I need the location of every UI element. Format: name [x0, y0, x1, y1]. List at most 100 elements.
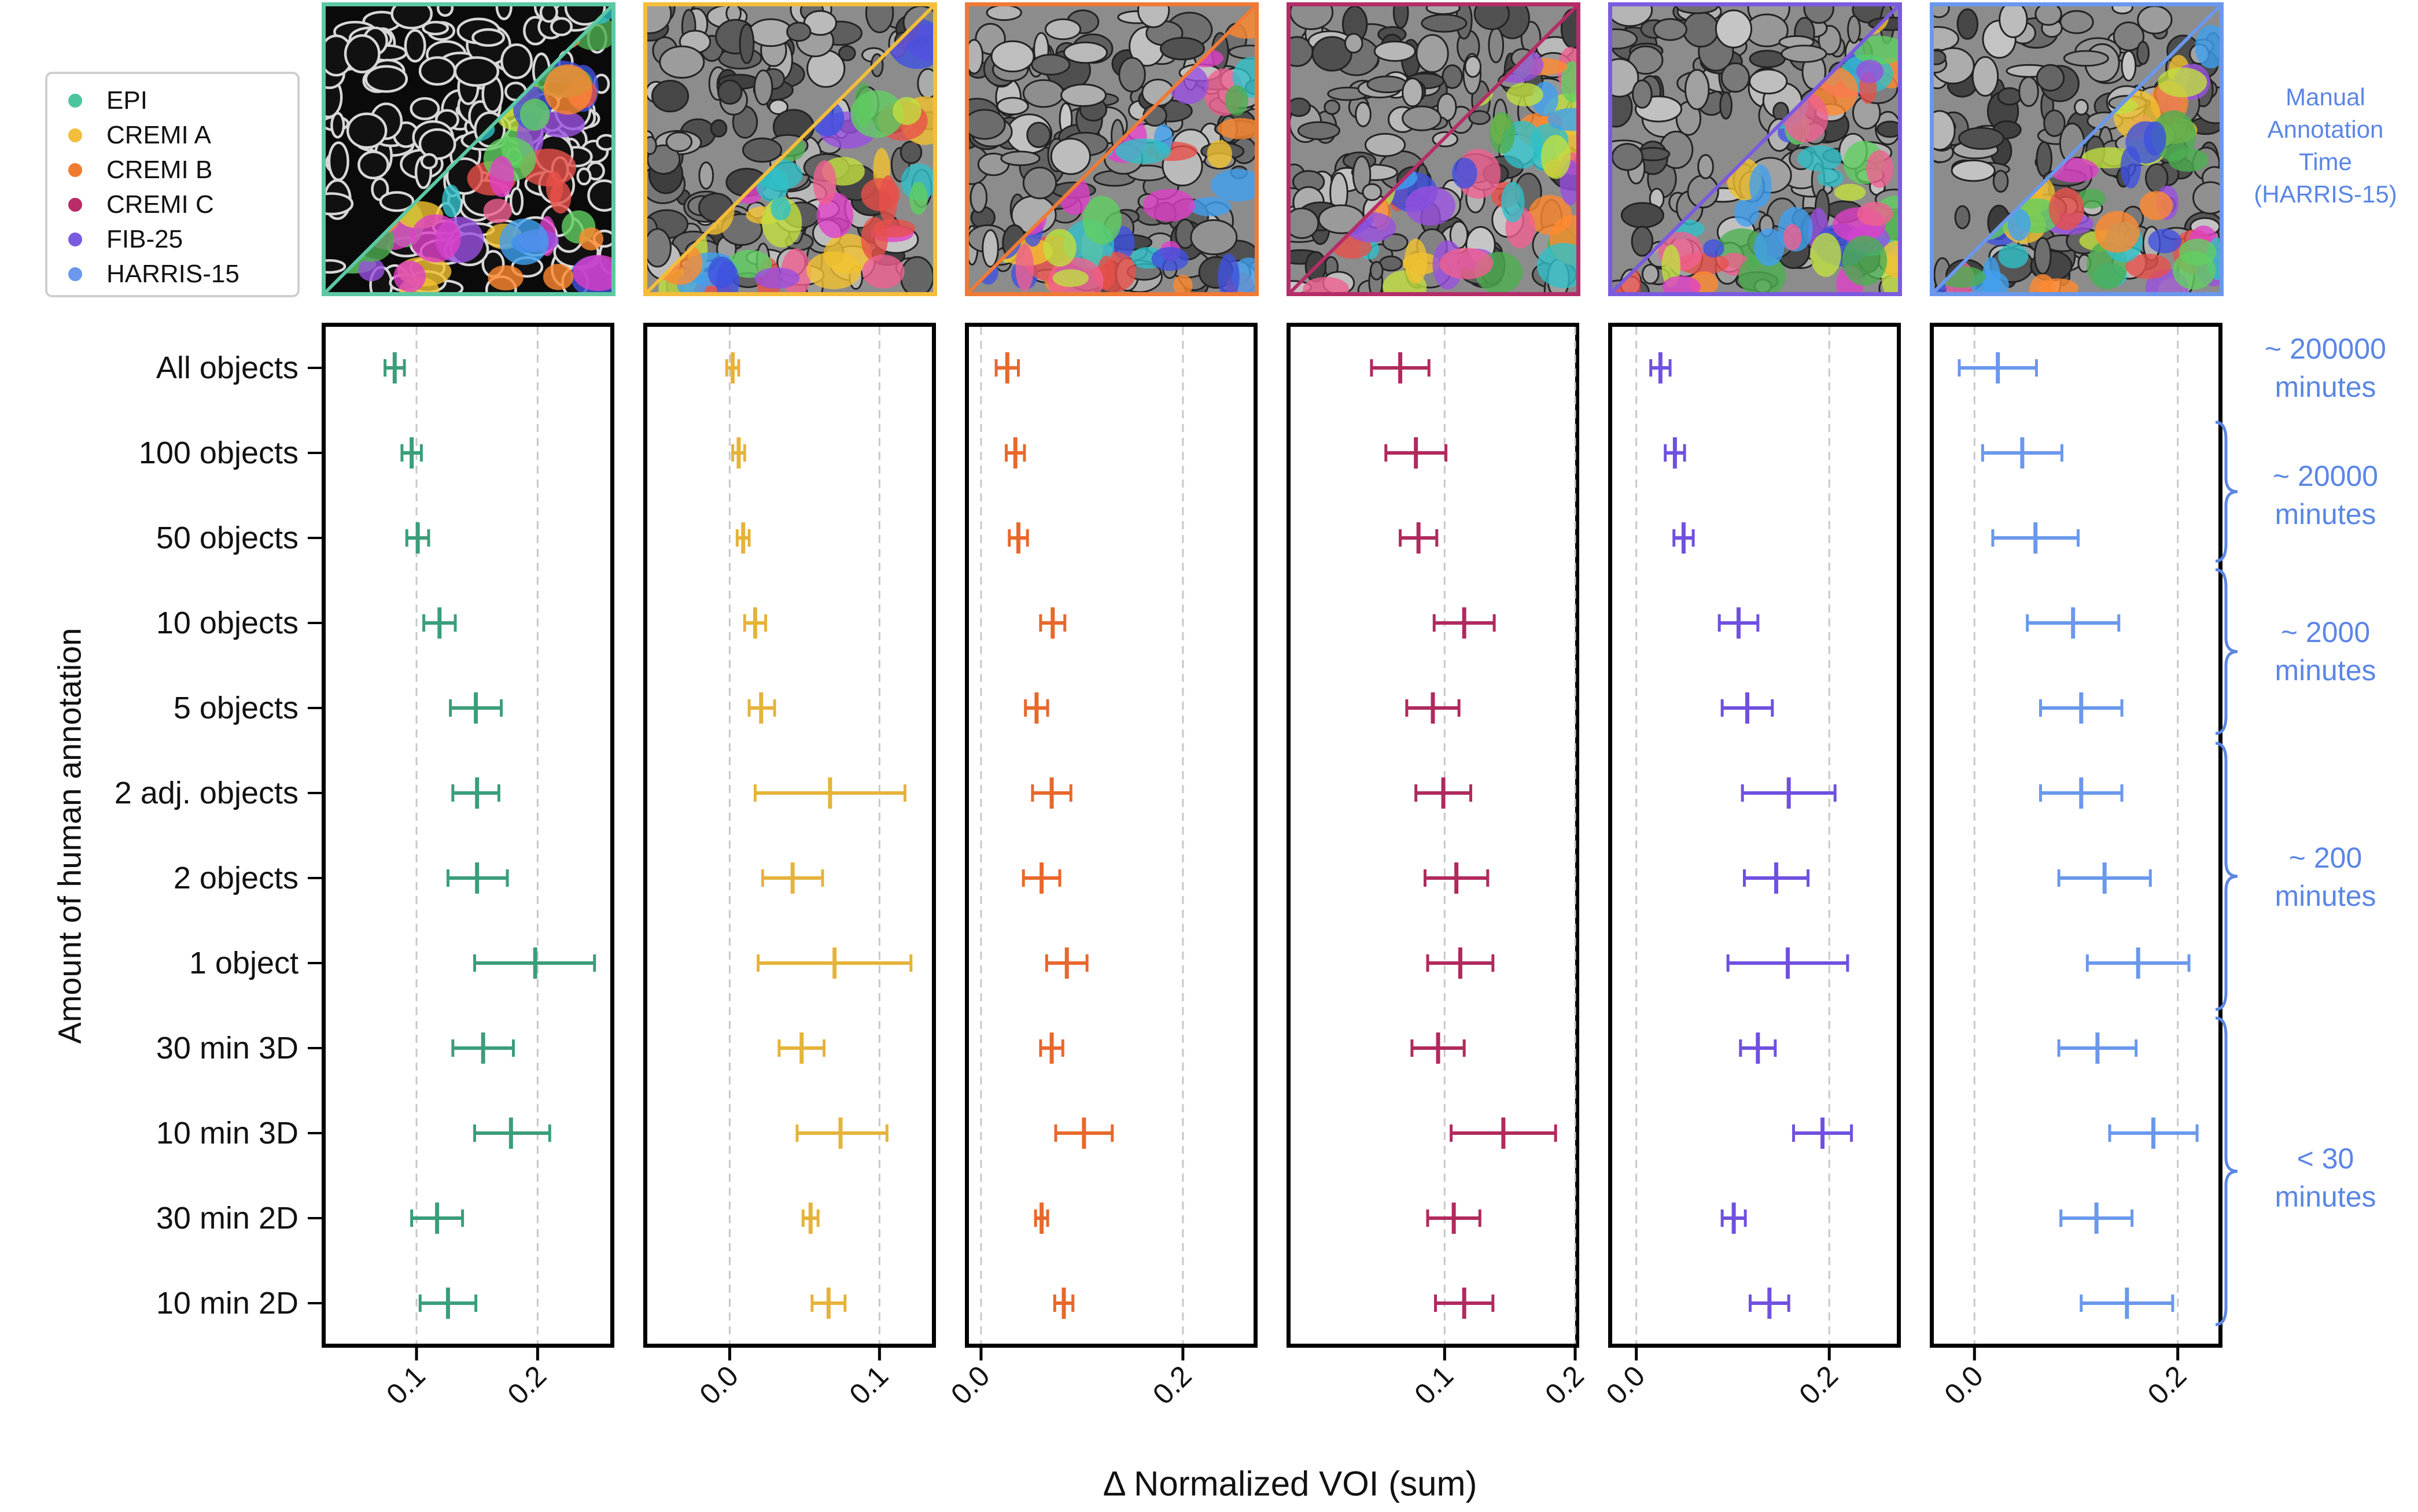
- error-bar-point: [1450, 1118, 1557, 1149]
- legend-label: EPI: [106, 86, 148, 115]
- y-tick-label: 100 objects: [138, 436, 298, 470]
- error-bar-point: [1432, 607, 1496, 639]
- y-tick-mark: [308, 367, 322, 369]
- plot-panel-cremi-b: [965, 323, 1258, 1348]
- thumbnail-cremi-a: [643, 2, 937, 296]
- error-bar-point: [747, 692, 776, 724]
- error-bar-point: [418, 1288, 478, 1319]
- error-bar-point: [1008, 522, 1029, 554]
- error-bar-point: [384, 352, 406, 383]
- y-tick-label: 10 min 2D: [156, 1286, 298, 1321]
- legend-item-epi: EPI: [68, 84, 148, 117]
- error-bar-point: [1672, 522, 1695, 554]
- annotation-time-line: minutes: [2275, 654, 2376, 687]
- legend-label: HARRIS-15: [106, 260, 239, 288]
- curly-brace: [2215, 421, 2238, 563]
- error-bar-point: [1717, 607, 1760, 639]
- y-tick-mark: [308, 1217, 322, 1219]
- annotation-time-label: ~ 200000 minutes: [2265, 330, 2386, 406]
- plot-svg: 0.0 0.2: [945, 327, 1198, 1411]
- error-bar-point: [1981, 437, 2063, 469]
- thumbnail-harris-15: [1930, 2, 2224, 296]
- error-bar-point: [735, 522, 751, 554]
- error-bar-point: [1434, 1288, 1495, 1319]
- error-bar-point: [1022, 862, 1061, 894]
- y-axis-label: Amount of human annotation: [51, 628, 88, 1044]
- x-tick-label: 0.0: [693, 1359, 744, 1411]
- annotation-time-line: ~ 200000: [2265, 333, 2386, 365]
- legend-marker: [68, 233, 82, 246]
- error-bar-point: [1370, 352, 1431, 383]
- error-bar-point: [2039, 692, 2124, 724]
- legend: EPI CREMI A CREMI B CREMI C FIB-25 HARRIS-15: [45, 72, 300, 297]
- error-bar-point: [753, 777, 906, 809]
- annotation-time-label: ~ 20000 minutes: [2273, 457, 2378, 533]
- annotation-time-line: minutes: [2275, 498, 2376, 530]
- legend-marker: [68, 163, 82, 177]
- legend-item-harris-15: HARRIS-15: [68, 258, 239, 290]
- x-tick-label: 0.2: [2141, 1359, 2193, 1411]
- annotation-time-label: < 30 minutes: [2275, 1139, 2376, 1216]
- error-bar-point: [1410, 1032, 1466, 1064]
- x-tick-label: 0.2: [1539, 1359, 1590, 1411]
- error-bar-point: [1405, 692, 1461, 724]
- annotation-time-line: ~ 200: [2288, 842, 2362, 874]
- legend-label: CREMI C: [106, 190, 214, 219]
- thumbnail-epi: [322, 2, 615, 296]
- legend-item-cremi-a: CREMI A: [68, 119, 211, 152]
- error-bar-point: [1664, 437, 1686, 469]
- y-tick-label: 10 objects: [156, 606, 298, 640]
- error-bar-point: [1426, 1203, 1481, 1234]
- error-bar-point: [1741, 777, 1837, 809]
- error-bar-point: [2085, 947, 2191, 979]
- y-tick-mark: [308, 622, 322, 624]
- error-bar-point: [446, 862, 509, 894]
- y-tick-label: 1 object: [189, 946, 298, 980]
- error-bar-point: [1792, 1118, 1853, 1149]
- error-bar-point: [1053, 1288, 1075, 1319]
- thumbnail-fib-25: [1608, 2, 1902, 296]
- y-tick-mark: [308, 707, 322, 709]
- x-tick-label: 0.1: [380, 1359, 432, 1411]
- y-tick-label: All objects: [156, 351, 298, 385]
- error-bar-point: [795, 1118, 889, 1149]
- error-bar-point: [1414, 777, 1472, 809]
- manual-title-line: Annotation: [2267, 116, 2384, 143]
- plot-svg: 0.0 0.2: [1600, 327, 1853, 1411]
- legend-marker: [68, 94, 82, 108]
- x-tick-label: 0.0: [945, 1359, 996, 1411]
- plot-panel-harris-15: [1930, 323, 2222, 1348]
- error-bar-point: [1726, 947, 1849, 979]
- error-bar-point: [422, 607, 457, 639]
- manual-annotation-time-title: Manual Annotation Time (HARRIS-15): [2254, 81, 2397, 211]
- error-bar-point: [1720, 1203, 1747, 1234]
- error-bar-point: [1742, 862, 1810, 894]
- y-tick-mark: [308, 1302, 322, 1304]
- error-bar-point: [2039, 777, 2124, 809]
- error-bar-point: [473, 1118, 551, 1149]
- error-bar-point: [451, 1032, 515, 1064]
- x-tick-label: 0.2: [1793, 1359, 1844, 1411]
- error-bar-point: [451, 777, 500, 809]
- thumbnail-cremi-b: [965, 2, 1259, 296]
- error-bar-point: [1399, 522, 1439, 554]
- error-bar-point: [761, 862, 824, 894]
- legend-item-cremi-b: CREMI B: [68, 154, 212, 186]
- y-tick-mark: [308, 792, 322, 794]
- annotation-time-line: ~ 20000: [2272, 460, 2379, 492]
- x-tick-label: 0.0: [1938, 1359, 1989, 1411]
- annotation-time-label: ~ 200 minutes: [2275, 839, 2376, 915]
- error-bar-point: [1423, 862, 1490, 894]
- x-tick-label: 0.2: [501, 1359, 552, 1411]
- annotation-time-line: minutes: [2275, 1181, 2376, 1213]
- y-tick-mark: [308, 452, 322, 454]
- y-tick-mark: [308, 962, 322, 964]
- x-tick-label: 0.2: [1147, 1359, 1198, 1411]
- error-bar-point: [1045, 947, 1089, 979]
- error-bar-point: [1384, 437, 1448, 469]
- error-bar-point: [731, 437, 746, 469]
- annotation-time-line: < 30: [2297, 1142, 2354, 1175]
- legend-marker: [68, 267, 82, 281]
- legend-label: CREMI A: [106, 121, 211, 149]
